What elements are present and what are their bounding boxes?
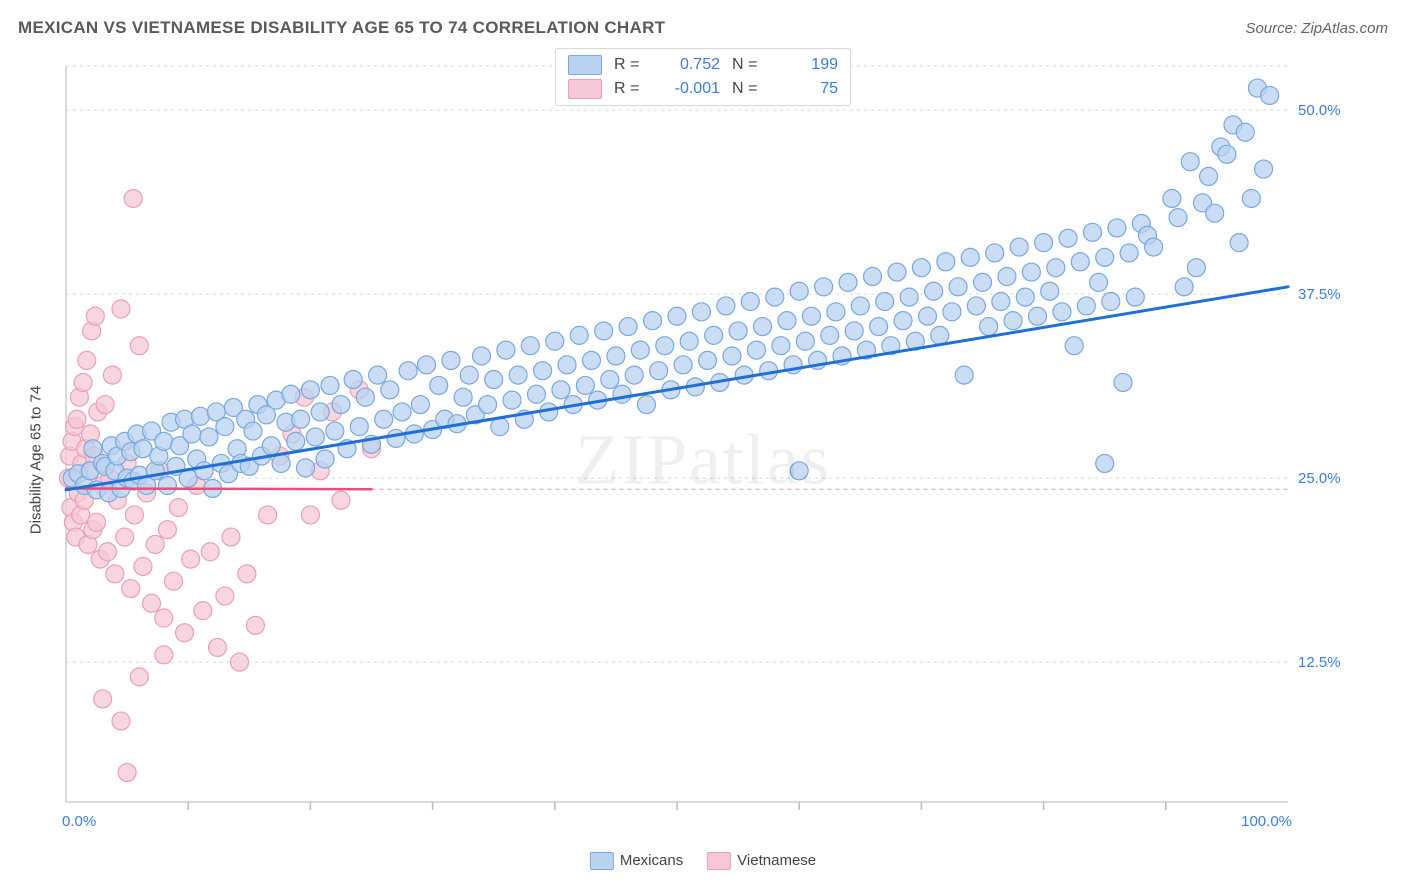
svg-text:12.5%: 12.5% — [1298, 654, 1341, 671]
svg-text:0.0%: 0.0% — [62, 813, 96, 830]
scatter-plot: 12.5% 25.0% 37.5% 50.0% 0.0% 100.0% — [18, 48, 1358, 838]
source-attribution: Source: ZipAtlas.com — [1245, 20, 1388, 37]
correlation-legend: R =0.752N =199R =-0.001N =75 — [555, 48, 851, 106]
series-legend: Mexicans Vietnamese — [590, 852, 816, 870]
legend-row: R =-0.001N =75 — [568, 77, 838, 101]
svg-text:37.5%: 37.5% — [1298, 286, 1341, 303]
plot-container: Disability Age 65 to 74 ZIPatlas R =0.75… — [18, 48, 1388, 872]
svg-text:25.0%: 25.0% — [1298, 470, 1341, 487]
legend-item: Mexicans — [590, 852, 683, 870]
chart-title: MEXICAN VS VIETNAMESE DISABILITY AGE 65 … — [18, 18, 665, 38]
legend-row: R =0.752N =199 — [568, 53, 838, 77]
legend-item: Vietnamese — [707, 852, 816, 870]
svg-text:100.0%: 100.0% — [1241, 813, 1292, 830]
svg-text:50.0%: 50.0% — [1298, 102, 1341, 119]
y-axis-label: Disability Age 65 to 74 — [28, 386, 45, 534]
